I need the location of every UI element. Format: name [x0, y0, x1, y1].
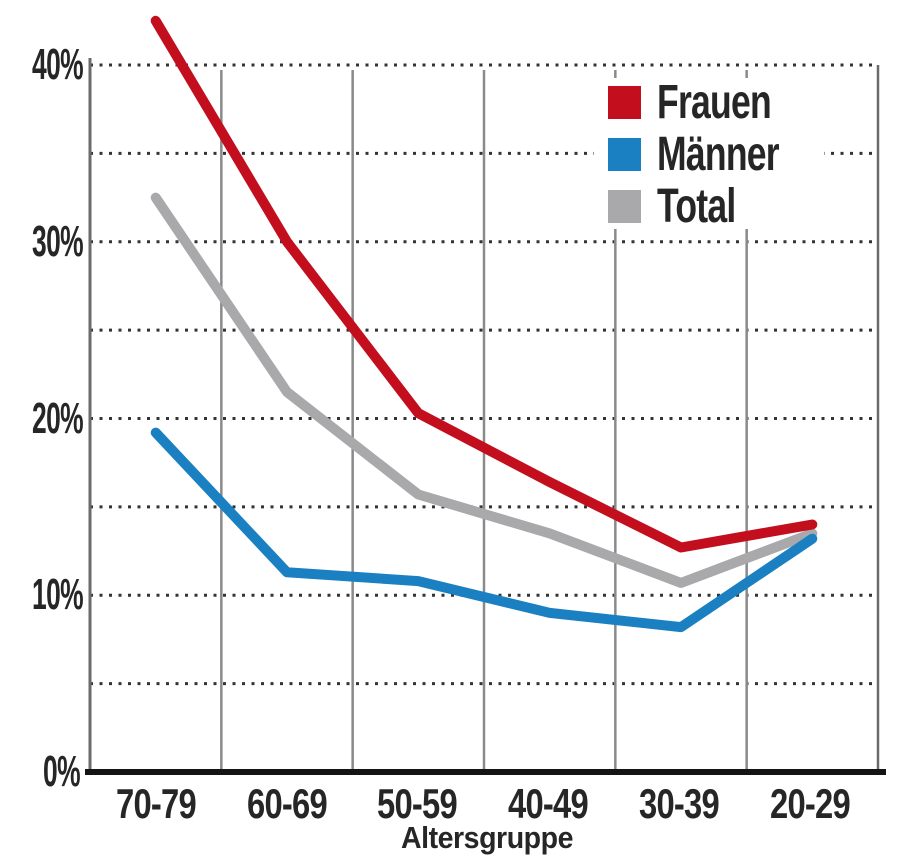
series-line-männer	[150, 427, 818, 633]
y-axis-tick-20: 20%	[32, 394, 84, 443]
x-axis-label-20-29: 20-29	[770, 780, 851, 827]
series-line-frauen	[150, 15, 818, 553]
legend-swatch-frauen-icon	[608, 86, 641, 119]
legend-swatch-maenner-icon	[608, 138, 641, 171]
x-axis-label-30-39: 30-39	[639, 780, 720, 827]
legend-label-total: Total	[657, 180, 736, 233]
y-axis-tick-30: 30%	[32, 217, 84, 266]
x-axis-title: Altersgruppe	[401, 820, 573, 855]
legend-item-total: Total	[608, 180, 824, 233]
legend-item-maenner: Männer	[608, 128, 824, 181]
y-axis-tick-0: 0%	[43, 747, 81, 796]
y-axis-tick-10: 10%	[32, 570, 84, 619]
legend-label-frauen: Frauen	[657, 76, 772, 129]
chart-legend: Frauen Männer Total	[594, 76, 824, 233]
y-axis-tick-40: 40%	[32, 40, 84, 89]
x-axis-line	[85, 769, 886, 775]
x-axis-label-60-69: 60-69	[247, 780, 328, 827]
series-line-total	[150, 192, 818, 588]
legend-label-maenner: Männer	[657, 128, 780, 181]
legend-item-frauen: Frauen	[608, 76, 824, 129]
x-axis-label-70-79: 70-79	[116, 780, 197, 827]
x-axis-label-50-59: 50-59	[377, 780, 458, 827]
x-axis-label-40-49: 40-49	[508, 780, 589, 827]
legend-swatch-total-icon	[608, 190, 641, 223]
